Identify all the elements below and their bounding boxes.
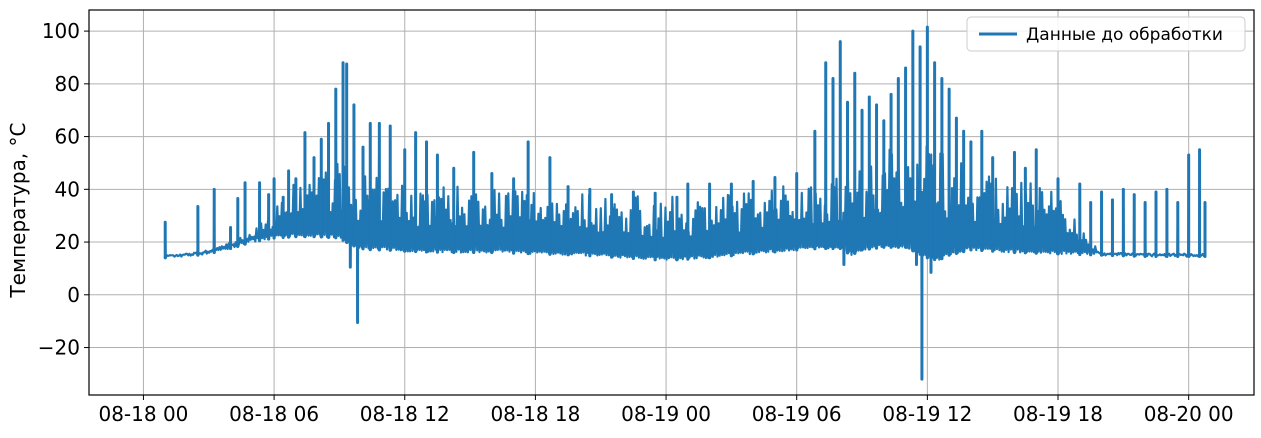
x-tick-label: 08-19 00 [621,402,711,426]
ticks [84,30,1190,400]
x-tick-label: 08-18 12 [360,402,450,426]
y-tick-label: 40 [55,177,80,201]
plot-frame [88,9,1255,396]
x-tick-label: 08-19 18 [1013,402,1103,426]
y-tick-label: 80 [55,72,80,96]
x-tick-labels: 08-18 00 08-18 06 08-18 12 08-18 18 08-19 00… [98,402,1233,426]
grid [89,10,1254,395]
y-tick-label: 60 [55,125,80,149]
legend-label: Данные до обработки [1026,25,1223,45]
x-tick-label: 08-18 06 [229,402,319,426]
x-tick-label: 08-19 06 [752,402,842,426]
x-tick-label: 08-18 00 [98,402,188,426]
legend-box [966,16,1246,52]
y-axis-label: Температура, °C [6,122,30,298]
y-tick-label: 20 [55,230,80,254]
x-tick-label: 08-19 12 [882,402,972,426]
y-tick-labels: −20 0 20 40 60 80 100 [38,19,80,359]
series-layer [163,25,1207,381]
x-tick-label: 08-20 00 [1144,402,1234,426]
x-tick-label: 08-18 18 [490,402,580,426]
legend: Данные до обработки [966,16,1246,52]
y-tick-label: −20 [38,336,80,360]
y-tick-label: 100 [42,19,80,43]
y-tick-label: 0 [67,283,80,307]
